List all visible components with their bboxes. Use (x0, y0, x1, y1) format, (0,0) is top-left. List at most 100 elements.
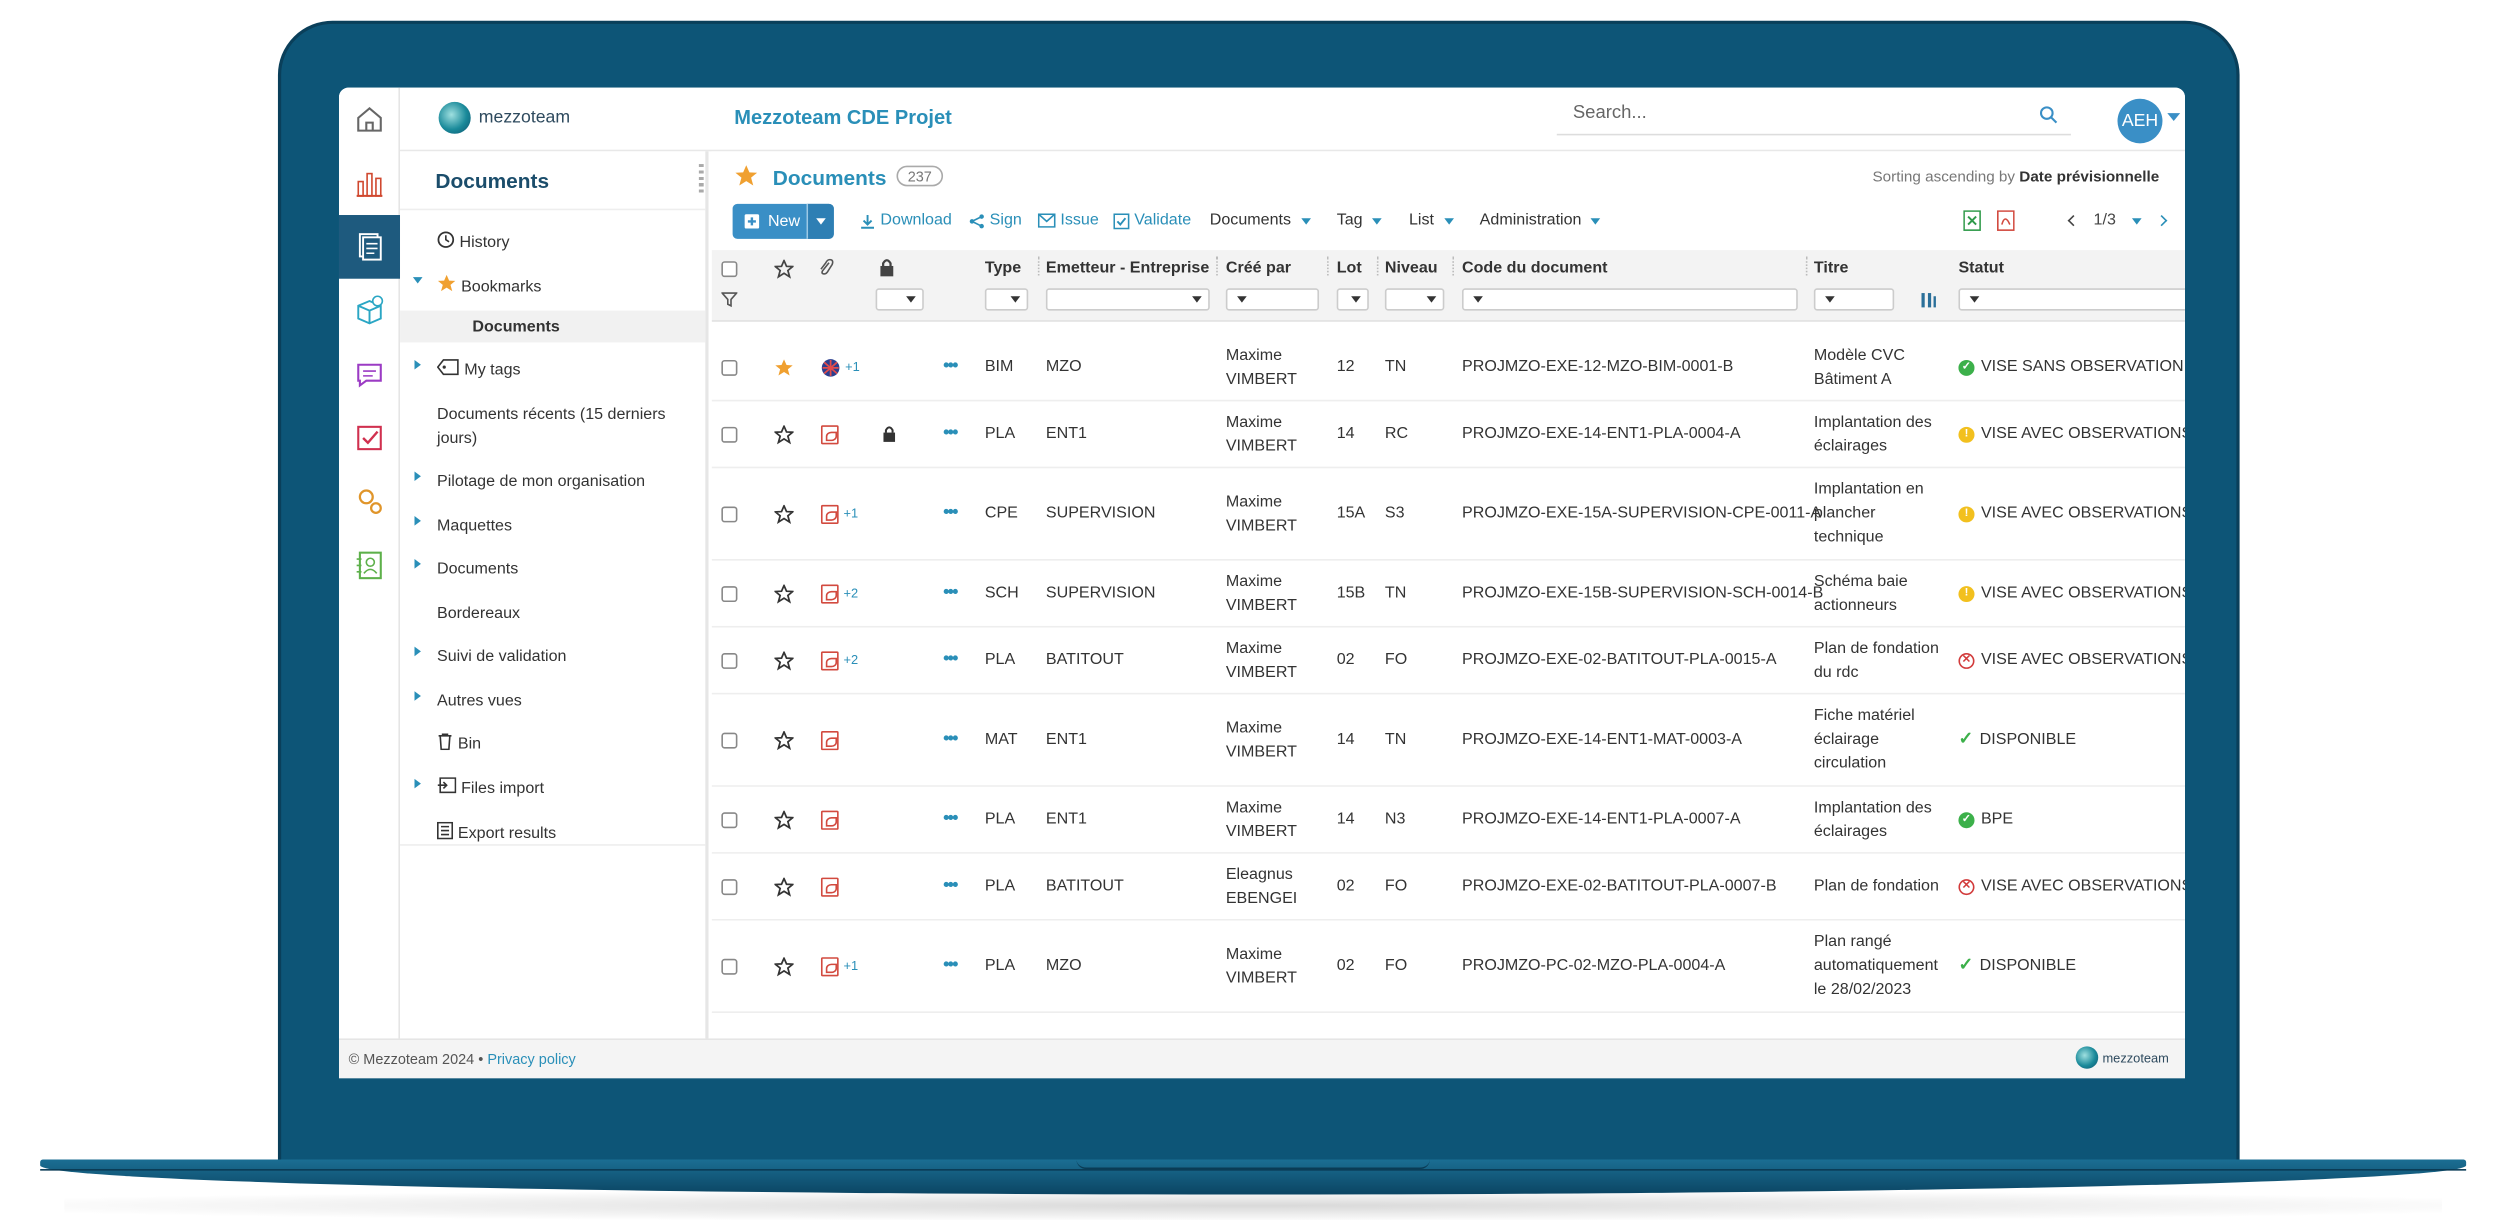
row-checkbox[interactable] (721, 731, 738, 748)
column-chooser-icon[interactable] (1920, 291, 1936, 309)
row-checkbox[interactable] (721, 811, 738, 828)
more-actions-icon[interactable]: ••• (943, 875, 958, 896)
cell-code[interactable]: PROJMZO-EXE-14-ENT1-PLA-0007-A (1462, 810, 1741, 829)
sidebar-item-documents[interactable]: Documents (400, 553, 705, 585)
select-all-checkbox[interactable] (721, 261, 738, 278)
pdf-export-icon[interactable] (1997, 210, 2015, 231)
rail-messages[interactable] (339, 342, 400, 406)
row-checkbox[interactable] (721, 426, 738, 442)
sidebar-item-pilotage-de-mon-organisation[interactable]: Pilotage de mon organisation (400, 465, 705, 497)
titre-filter[interactable] (1813, 288, 1895, 311)
more-actions-icon[interactable]: ••• (943, 955, 958, 975)
sidebar-item-bordereaux[interactable]: Bordereaux (400, 597, 705, 629)
cell-code[interactable]: PROJMZO-EXE-12-MZO-BIM-0001-B (1462, 358, 1734, 376)
more-actions-icon[interactable]: ••• (943, 649, 958, 669)
chevron-right-icon[interactable] (414, 778, 421, 789)
more-actions-icon[interactable]: ••• (943, 356, 958, 376)
sidebar-item-autres-vues[interactable]: Autres vues (400, 685, 705, 717)
type-filter[interactable] (984, 288, 1029, 311)
star-outline-icon[interactable] (774, 956, 794, 976)
emetteur-filter[interactable] (1045, 288, 1210, 311)
pdf-file-icon[interactable] (820, 504, 839, 524)
cell-code[interactable]: PROJMZO-EXE-15A-SUPERVISION-CPE-0011-A (1462, 504, 1822, 523)
cell-code[interactable]: PROJMZO-EXE-15B-SUPERVISION-SCH-0014-B (1462, 584, 1824, 603)
filter-icon[interactable] (721, 291, 738, 308)
table-row[interactable]: +1 ••• CPE SUPERVISION Maxime VIMBERT 15A S3 PR… (711, 468, 2185, 561)
row-checkbox[interactable] (721, 585, 738, 602)
tag-menu[interactable]: Tag (1337, 212, 1382, 229)
cell-code[interactable]: PROJMZO-PC-02-MZO-PLA-0004-A (1462, 957, 1726, 975)
row-checkbox[interactable] (721, 359, 738, 376)
pdf-file-icon[interactable] (820, 956, 839, 976)
privacy-policy-link[interactable]: Privacy policy (487, 1051, 576, 1068)
column-separator[interactable] (1327, 256, 1329, 276)
excel-export-icon[interactable] (1963, 210, 1982, 231)
attachments-count[interactable]: +2 (843, 586, 859, 601)
rail-models[interactable] (339, 279, 400, 343)
table-row[interactable]: +2 ••• PLA BATITOUT Maxime VIMBERT 02 FO PROJMZ… (711, 628, 2185, 695)
validate-button[interactable]: Validate (1113, 212, 1191, 229)
table-row[interactable]: ••• PLA ENT1 Maxime VIMBERT 14 N3 PROJMZO-EXE-… (711, 787, 2185, 854)
star-outline-icon[interactable] (774, 424, 794, 444)
chevron-down-icon[interactable] (2167, 113, 2181, 122)
column-separator[interactable] (1805, 256, 1808, 276)
rail-home[interactable] (339, 88, 400, 152)
row-checkbox[interactable] (721, 505, 738, 522)
column-cree-par[interactable]: Créé par (1225, 259, 1292, 278)
more-actions-icon[interactable]: ••• (943, 729, 958, 749)
chevron-right-icon[interactable] (414, 646, 421, 657)
column-separator[interactable] (1216, 256, 1218, 276)
star-outline-icon[interactable] (774, 730, 794, 750)
star-icon[interactable] (774, 358, 793, 377)
table-row[interactable]: ••• PLA BATITOUT Eleagnus EBENGEI 02 FO PROJMZ… (711, 854, 2185, 921)
sidebar-item-files-import[interactable]: Files import (400, 772, 705, 804)
niveau-filter[interactable] (1384, 288, 1445, 311)
star-outline-icon[interactable] (774, 504, 794, 524)
chevron-left-icon[interactable] (2067, 214, 2080, 227)
pdf-file-icon[interactable] (820, 424, 839, 444)
pdf-file-icon[interactable] (820, 809, 839, 830)
attachments-count[interactable]: +1 (843, 958, 859, 974)
sidebar-item-documents-recents-15-derniers-jours[interactable]: Documents récents (15 derniers jours) (400, 398, 705, 452)
cell-code[interactable]: PROJMZO-EXE-02-BATITOUT-PLA-0007-B (1462, 877, 1777, 896)
sidebar-item-history[interactable]: History (400, 226, 705, 258)
rail-contacts[interactable] (339, 534, 400, 598)
star-icon[interactable] (734, 164, 758, 188)
attachments-count[interactable]: +2 (843, 653, 859, 668)
more-actions-icon[interactable]: ••• (943, 582, 958, 603)
sidebar-item-export-results[interactable]: Export results (400, 817, 705, 849)
chevron-right-icon[interactable] (414, 516, 421, 526)
cell-code[interactable]: PROJMZO-EXE-02-BATITOUT-PLA-0015-A (1462, 651, 1777, 669)
bim-file-icon[interactable] (821, 358, 840, 377)
issue-button[interactable]: Issue (1037, 212, 1099, 229)
chevron-right-icon[interactable] (414, 359, 421, 370)
star-outline-icon[interactable] (774, 583, 794, 603)
download-button[interactable]: Download (860, 212, 952, 229)
statut-filter[interactable] (1958, 288, 2185, 311)
star-outline-icon[interactable] (774, 809, 794, 830)
sorting-field[interactable]: Date prévisionnelle (2019, 168, 2160, 187)
table-row[interactable]: +1 ••• PLA MZO Maxime VIMBERT 02 FO PROJMZO-PC-… (711, 921, 2185, 1013)
chevron-right-icon[interactable] (414, 691, 421, 701)
sidebar-item-documents[interactable]: Documents (400, 310, 706, 343)
app-logo[interactable]: mezzoteam (438, 101, 570, 134)
chevron-right-icon[interactable] (414, 559, 421, 569)
table-row[interactable]: ••• PLA ENT1 Maxime VIMBERT 14 RC PROJMZO-EXE-… (711, 401, 2185, 469)
more-actions-icon[interactable]: ••• (943, 503, 958, 523)
new-dropdown-button[interactable] (806, 203, 834, 239)
column-code[interactable]: Code du document (1462, 259, 1608, 278)
sidebar-item-suivi-de-validation[interactable]: Suivi de validation (400, 640, 705, 672)
administration-menu[interactable]: Administration (1480, 212, 1601, 229)
row-checkbox[interactable] (721, 878, 738, 895)
column-statut[interactable]: Statut (1958, 259, 2004, 278)
lot-filter[interactable] (1336, 288, 1369, 311)
table-row[interactable]: ••• MAT ENT1 Maxime VIMBERT 14 TN PROJMZO-EXE-… (711, 694, 2185, 787)
column-emetteur[interactable]: Emetteur - Entreprise (1045, 259, 1210, 278)
sidebar-item-maquettes[interactable]: Maquettes (400, 510, 705, 542)
column-separator[interactable] (1376, 256, 1379, 276)
more-actions-icon[interactable]: ••• (943, 423, 958, 443)
code-filter[interactable] (1462, 288, 1798, 311)
cree-par-filter[interactable] (1225, 288, 1320, 311)
new-button[interactable]: New (732, 203, 834, 239)
sidebar-item-my-tags[interactable]: My tags (400, 354, 705, 386)
